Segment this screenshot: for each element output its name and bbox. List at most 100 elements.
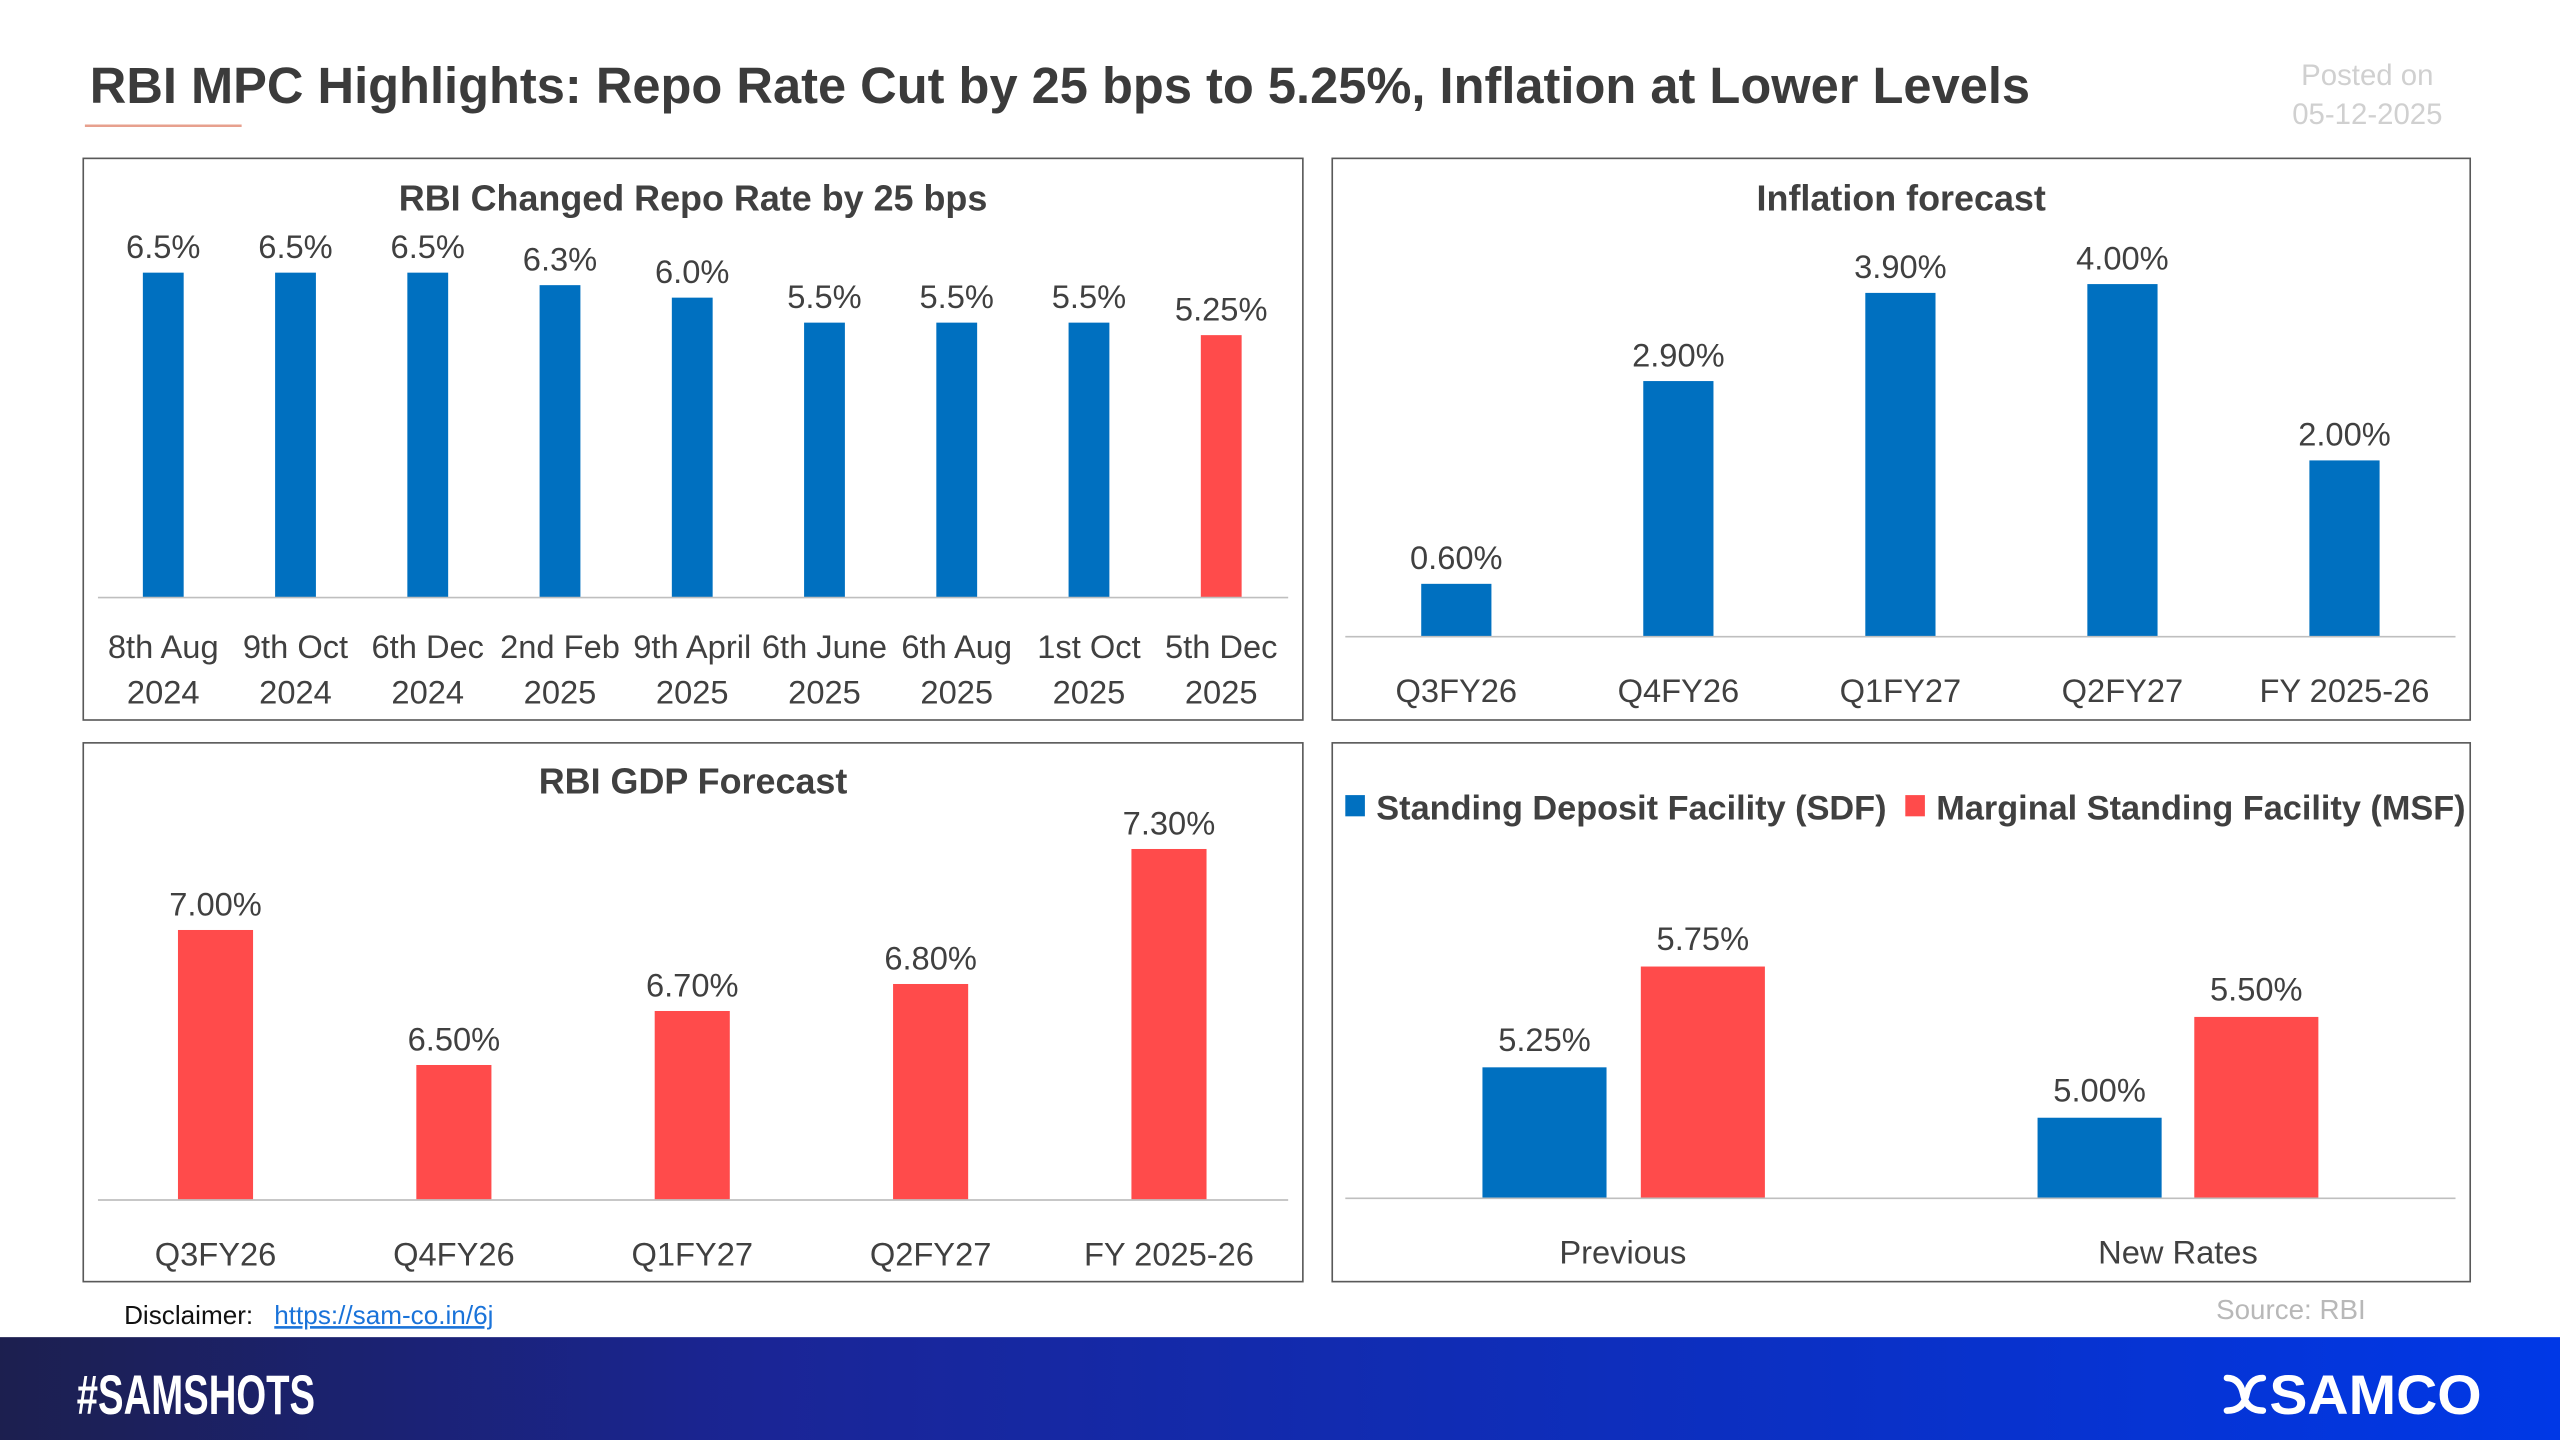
data-label: 5.5%: [920, 278, 994, 315]
posted-label: Posted on: [2301, 59, 2433, 92]
data-label: 6.0%: [655, 253, 729, 290]
legend-entry: Standing Deposit Facility (SDF): [1376, 790, 1886, 828]
x-tick-label: 2025: [524, 674, 597, 711]
chart-title: RBI Changed Repo Rate by 25 bps: [399, 178, 988, 219]
data-label: 6.5%: [126, 228, 200, 265]
legend-entry: Marginal Standing Facility (MSF): [1936, 790, 2465, 828]
x-tick-label: FY 2025-26: [2259, 672, 2429, 709]
x-tick-label: Previous: [1559, 1234, 1686, 1271]
bar: [1865, 292, 1936, 637]
bar: [1643, 381, 1714, 637]
data-label: 5.5%: [1052, 278, 1126, 315]
footer-bar: [0, 1337, 2560, 1440]
chart-1: RBI Changed Repo Rate by 25 bps 6.5% 8th A…: [82, 157, 1304, 721]
bar: [2087, 284, 2158, 637]
x-tick-label: 2025: [1185, 674, 1258, 711]
bar: [804, 322, 845, 598]
bar: [2037, 1117, 2162, 1199]
data-label: 5.75%: [1657, 920, 1750, 957]
x-tick-label: 2025: [788, 674, 861, 711]
x-tick-label: 1st Oct: [1037, 628, 1140, 665]
x-tick-label: Q4FY26: [393, 1235, 515, 1272]
bar: [407, 272, 449, 598]
legend-swatch: [1345, 795, 1365, 817]
data-label: 7.30%: [1123, 804, 1216, 841]
legend-swatch: [1905, 795, 1925, 817]
bar: [275, 272, 316, 598]
x-tick-label: 2nd Feb: [500, 628, 620, 665]
samco-logo-text: SAMCO: [2269, 1364, 2481, 1426]
disclaimer-link[interactable]: https://sam-co.in/6j: [274, 1300, 493, 1330]
bar: [654, 1010, 730, 1200]
data-label: 6.50%: [408, 1020, 501, 1057]
x-tick-label: FY 2025-26: [1084, 1235, 1254, 1272]
chart-2: Inflation forecast 0.60% Q3FY26 2.90% Q4FY26…: [1331, 157, 2472, 721]
x-tick-label: 9th Oct: [243, 628, 348, 665]
data-label: 6.70%: [646, 966, 739, 1003]
data-label: 4.00%: [2076, 239, 2169, 276]
data-label: 5.25%: [1175, 290, 1268, 327]
bar: [1421, 583, 1492, 637]
chart-title: RBI GDP Forecast: [539, 760, 848, 801]
x-tick-label: New Rates: [2098, 1234, 2258, 1271]
data-label: 7.00%: [169, 885, 262, 922]
x-tick-label: Q1FY27: [631, 1235, 753, 1272]
x-tick-label: Q1FY27: [1840, 672, 1962, 709]
chart-title: Inflation forecast: [1757, 178, 2046, 219]
x-tick-label: 5th Dec: [1165, 628, 1278, 665]
data-label: 5.5%: [787, 278, 861, 315]
bar: [671, 297, 713, 598]
bar: [893, 983, 969, 1200]
legend: Standing Deposit Facility (SDF) Marginal …: [1345, 790, 2466, 828]
x-tick-label: 2024: [391, 674, 464, 711]
bar: [1200, 335, 1242, 598]
data-label: 6.5%: [391, 228, 465, 265]
bar: [2309, 460, 2380, 637]
bar: [1482, 1067, 1607, 1199]
data-label: 5.00%: [2053, 1071, 2146, 1108]
data-label: 6.3%: [523, 240, 597, 277]
x-tick-label: 2024: [259, 674, 332, 711]
x-tick-label: Q3FY26: [155, 1235, 277, 1272]
bar: [142, 272, 184, 598]
disclaimer-label: Disclaimer:: [124, 1300, 253, 1330]
data-label: 2.90%: [1632, 336, 1725, 373]
data-label: 5.25%: [1498, 1021, 1591, 1058]
x-tick-label: 6th Aug: [901, 628, 1012, 665]
x-tick-label: 6th Dec: [372, 628, 485, 665]
bar: [1068, 322, 1110, 598]
x-tick-label: Q2FY27: [870, 1235, 992, 1272]
samco-logo: SAMCO: [2223, 1364, 2482, 1426]
data-label: 6.5%: [258, 228, 332, 265]
x-tick-label: 2025: [920, 674, 993, 711]
x-tick-label: Q2FY27: [2062, 672, 2184, 709]
posted-date: 05-12-2025: [2292, 98, 2442, 131]
source-note: Source: RBI: [2216, 1294, 2366, 1325]
bar: [1131, 848, 1207, 1200]
samco-logo-icon: [2223, 1374, 2267, 1414]
x-tick-label: 2024: [127, 674, 200, 711]
chart-4: 5.25% 5.00% 5.75% 5.50% Previous New Rates Sta…: [1331, 742, 2472, 1283]
x-tick-label: Q3FY26: [1396, 672, 1518, 709]
bar: [936, 322, 978, 598]
x-tick-label: 2025: [1053, 674, 1126, 711]
bar: [539, 285, 581, 598]
bar: [2194, 1016, 2319, 1199]
bar: [1640, 966, 1765, 1199]
bar: [177, 929, 254, 1200]
bar: [416, 1064, 492, 1200]
x-tick-label: 2025: [656, 674, 729, 711]
page-title: RBI MPC Highlights: Repo Rate Cut by 25 …: [90, 57, 2030, 114]
x-tick-label: 6th June: [762, 628, 887, 665]
data-label: 2.00%: [2298, 416, 2391, 453]
data-label: 5.50%: [2210, 971, 2303, 1008]
data-label: 3.90%: [1854, 248, 1947, 285]
data-label: 0.60%: [1410, 539, 1503, 576]
x-tick-label: 9th April: [633, 628, 751, 665]
x-tick-label: Q4FY26: [1618, 672, 1740, 709]
chart-3: RBI GDP Forecast 7.00% Q3FY26 6.50% Q4FY26 6.…: [82, 742, 1304, 1283]
x-tick-label: 8th Aug: [108, 628, 219, 665]
data-label: 6.80%: [884, 939, 977, 976]
hashtag-samshots: #SAMSHOTS: [77, 1364, 315, 1426]
